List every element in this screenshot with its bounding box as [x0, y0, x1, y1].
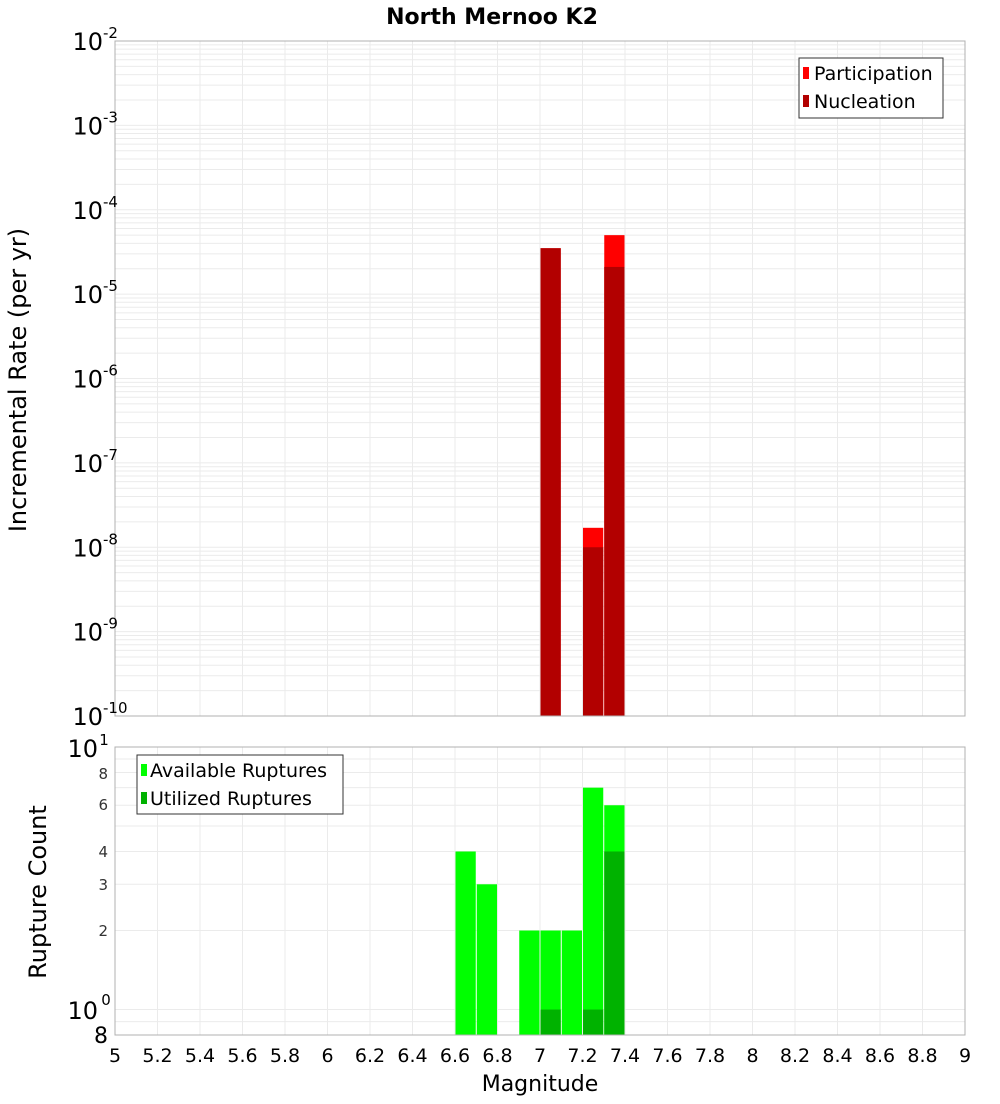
x-tick: 5 — [109, 1045, 121, 1067]
x-tick: 6.6 — [440, 1045, 470, 1067]
rate-bar — [583, 547, 604, 716]
x-tick: 8.4 — [822, 1045, 852, 1067]
svg-text:3: 3 — [98, 876, 108, 894]
rate-bar — [540, 248, 561, 717]
x-tick: 5.6 — [227, 1045, 257, 1067]
bottom-y-axis-label: Rupture Count — [24, 805, 52, 979]
svg-text:-6: -6 — [103, 362, 118, 380]
top-y-tick: 10 — [72, 450, 103, 478]
x-tick: 8.6 — [865, 1045, 895, 1067]
svg-text:6: 6 — [98, 796, 108, 814]
svg-text:0: 0 — [101, 991, 111, 1009]
top-plot-frame — [114, 40, 966, 717]
legend-nucleation: Nucleation — [814, 91, 916, 113]
bottom-legend: Available Ruptures Utilized Ruptures — [136, 754, 344, 815]
x-tick: 5.8 — [270, 1045, 300, 1067]
svg-text:-3: -3 — [103, 108, 118, 126]
top-y-axis-label: Incremental Rate (per yr) — [4, 228, 32, 532]
x-tick: 7.2 — [567, 1045, 597, 1067]
x-tick: 7.4 — [610, 1045, 640, 1067]
top-y-tick: 10 — [72, 534, 103, 562]
rupture-count-bar — [519, 930, 540, 1035]
x-tick: 6.8 — [482, 1045, 512, 1067]
top-y-tick: 10 — [72, 28, 103, 56]
top-y-tick: 10 — [72, 366, 103, 394]
x-axis-ticks: 5 5.2 5.4 5.6 5.8 6 6.2 6.4 6.6 6.8 7 7.2 7.4 7.6 7.8 8… — [109, 1045, 971, 1067]
top-y-tick: 10 — [72, 281, 103, 309]
rate-bar — [604, 266, 625, 716]
svg-text:-5: -5 — [103, 277, 118, 295]
legend-participation: Participation — [814, 63, 933, 85]
bottom-bars — [455, 787, 625, 1035]
rupture-count-bar — [540, 1009, 561, 1035]
x-tick: 5.4 — [185, 1045, 215, 1067]
svg-text:2: 2 — [98, 922, 108, 940]
top-y-axis-ticks: 10-210-310-410-510-610-710-810-910-10 — [72, 24, 127, 731]
rupture-count-bar — [455, 851, 476, 1035]
top-plot: 10-210-310-410-510-610-710-810-910-10 In… — [4, 24, 966, 731]
top-y-tick: 10 — [72, 703, 103, 731]
rupture-count-bar — [583, 1009, 604, 1035]
legend-utilized-ruptures: Utilized Ruptures — [150, 788, 312, 810]
rupture-count-bar — [476, 884, 497, 1035]
x-tick: 5.2 — [142, 1045, 172, 1067]
top-y-tick: 10 — [72, 112, 103, 140]
svg-text:10: 10 — [67, 997, 98, 1025]
x-tick: 7 — [534, 1045, 546, 1067]
top-y-tick: 10 — [72, 197, 103, 225]
svg-text:8: 8 — [94, 1024, 108, 1049]
svg-text:-7: -7 — [103, 446, 118, 464]
svg-text:-10: -10 — [103, 699, 128, 717]
top-y-tick: 10 — [72, 619, 103, 647]
x-tick: 7.6 — [652, 1045, 682, 1067]
participation-swatch-icon — [803, 67, 809, 79]
x-tick: 6.4 — [397, 1045, 427, 1067]
bottom-plot: 10 1 8 6 4 3 2 10 0 8 5 5.2 5.4 5.6 5.8 6 6.2 6… — [24, 731, 971, 1097]
rupture-count-bar — [604, 851, 625, 1035]
svg-text:4: 4 — [98, 843, 108, 861]
svg-text:1: 1 — [99, 731, 109, 749]
utilized-swatch-icon — [141, 792, 147, 804]
svg-text:-9: -9 — [103, 615, 118, 633]
svg-text:-2: -2 — [103, 24, 118, 42]
x-tick: 8.8 — [907, 1045, 937, 1067]
svg-text:8: 8 — [98, 765, 108, 783]
bottom-plot-frame — [114, 746, 966, 1036]
nucleation-swatch-icon — [803, 95, 809, 107]
svg-text:-8: -8 — [103, 530, 118, 548]
available-swatch-icon — [141, 764, 147, 776]
svg-text:-4: -4 — [103, 193, 118, 211]
svg-text:10: 10 — [67, 735, 98, 763]
rupture-count-bar — [561, 930, 582, 1035]
x-tick: 7.8 — [695, 1045, 725, 1067]
top-legend: Participation Nucleation — [798, 57, 944, 119]
rupture-count-bar — [583, 787, 604, 1035]
top-bars — [540, 235, 625, 717]
bottom-y-axis-ticks: 10 1 8 6 4 3 2 10 0 8 — [67, 731, 110, 1049]
x-tick: 8 — [746, 1045, 758, 1067]
x-axis-label: Magnitude — [482, 1072, 599, 1097]
x-tick: 6 — [321, 1045, 333, 1067]
x-tick: 8.2 — [780, 1045, 810, 1067]
x-tick: 9 — [959, 1045, 971, 1067]
top-grid — [114, 41, 966, 717]
chart-title: North Mernoo K2 — [386, 5, 598, 30]
legend-available-ruptures: Available Ruptures — [150, 760, 327, 782]
x-tick: 6.2 — [355, 1045, 385, 1067]
rupture-count-bar — [540, 930, 561, 1035]
